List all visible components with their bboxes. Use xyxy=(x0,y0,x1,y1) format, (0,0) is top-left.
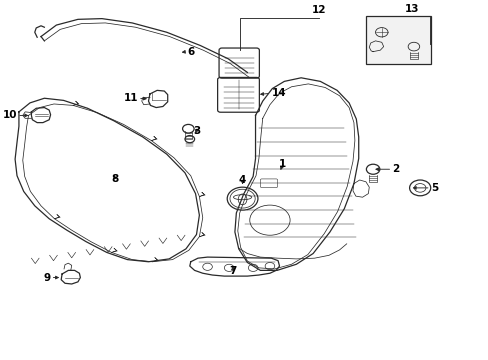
Text: 14: 14 xyxy=(271,88,285,98)
Text: 13: 13 xyxy=(405,4,419,14)
Text: 6: 6 xyxy=(186,46,194,57)
Text: 3: 3 xyxy=(192,126,200,135)
FancyBboxPatch shape xyxy=(366,16,430,64)
Text: 1: 1 xyxy=(279,159,286,169)
Text: 2: 2 xyxy=(391,164,399,174)
Text: 12: 12 xyxy=(311,5,326,15)
Text: 10: 10 xyxy=(2,111,17,121)
Text: 4: 4 xyxy=(239,175,246,185)
Text: 9: 9 xyxy=(43,273,50,283)
Text: 11: 11 xyxy=(123,93,138,103)
Text: 8: 8 xyxy=(111,174,118,184)
Text: 5: 5 xyxy=(430,183,437,193)
Text: 7: 7 xyxy=(229,266,236,276)
